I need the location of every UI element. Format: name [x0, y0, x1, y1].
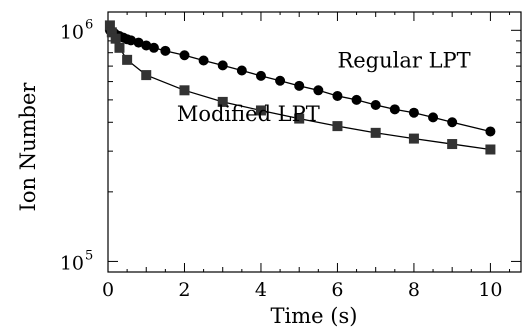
- data-point-square: [485, 144, 496, 155]
- data-point-circle: [141, 40, 152, 51]
- axis-ticks: [107, 12, 521, 273]
- x-tick-label: 10: [478, 279, 502, 301]
- data-point-circle: [217, 60, 228, 71]
- annotations: Regular LPT Modified LPT: [177, 49, 471, 126]
- data-point-square: [294, 113, 305, 124]
- x-tick-label: 2: [178, 279, 190, 301]
- x-tick-label: 8: [408, 279, 420, 301]
- data-point-circle: [389, 104, 400, 115]
- y-tick-exponent: 6: [85, 17, 93, 32]
- data-point-circle: [236, 65, 247, 76]
- data-point-square: [122, 54, 133, 65]
- data-point-circle: [179, 50, 190, 61]
- data-point-square: [408, 133, 419, 144]
- data-point-square: [110, 33, 121, 44]
- x-tick-label: 0: [102, 279, 114, 301]
- data-point-circle: [148, 42, 159, 53]
- data-point-circle: [294, 80, 305, 91]
- data-point-circle: [160, 45, 171, 56]
- series-points: [104, 20, 496, 155]
- y-tick-label: 10: [60, 252, 84, 274]
- data-point-square: [255, 105, 266, 116]
- data-point-circle: [125, 35, 136, 46]
- x-tick-label: 6: [331, 279, 343, 301]
- data-point-circle: [198, 55, 209, 66]
- data-point-circle: [275, 75, 286, 86]
- data-point-circle: [351, 94, 362, 105]
- data-point-square: [179, 85, 190, 96]
- data-point-square: [114, 42, 125, 53]
- data-point-circle: [485, 126, 496, 137]
- x-axis-title: Time (s): [271, 304, 358, 328]
- data-point-square: [447, 139, 458, 150]
- data-point-circle: [332, 90, 343, 101]
- data-point-square: [217, 96, 228, 107]
- series-label: Modified LPT: [177, 102, 320, 126]
- plot-frame: [107, 11, 522, 273]
- y-axis-title: Ion Number: [16, 82, 40, 212]
- data-point-circle: [408, 107, 419, 118]
- y-tick-label: 10: [60, 21, 84, 43]
- data-point-circle: [313, 85, 324, 96]
- data-point-square: [370, 127, 381, 138]
- series-label: Regular LPT: [337, 49, 470, 73]
- data-point-circle: [370, 100, 381, 111]
- data-point-square: [332, 121, 343, 132]
- data-point-square: [104, 20, 115, 31]
- data-point-square: [141, 70, 152, 81]
- data-point-circle: [133, 37, 144, 48]
- data-point-circle: [428, 112, 439, 123]
- data-point-circle: [255, 70, 266, 81]
- data-point-square: [106, 27, 117, 38]
- x-tick-label: 4: [255, 279, 267, 301]
- data-point-circle: [447, 117, 458, 128]
- y-tick-exponent: 5: [85, 248, 93, 263]
